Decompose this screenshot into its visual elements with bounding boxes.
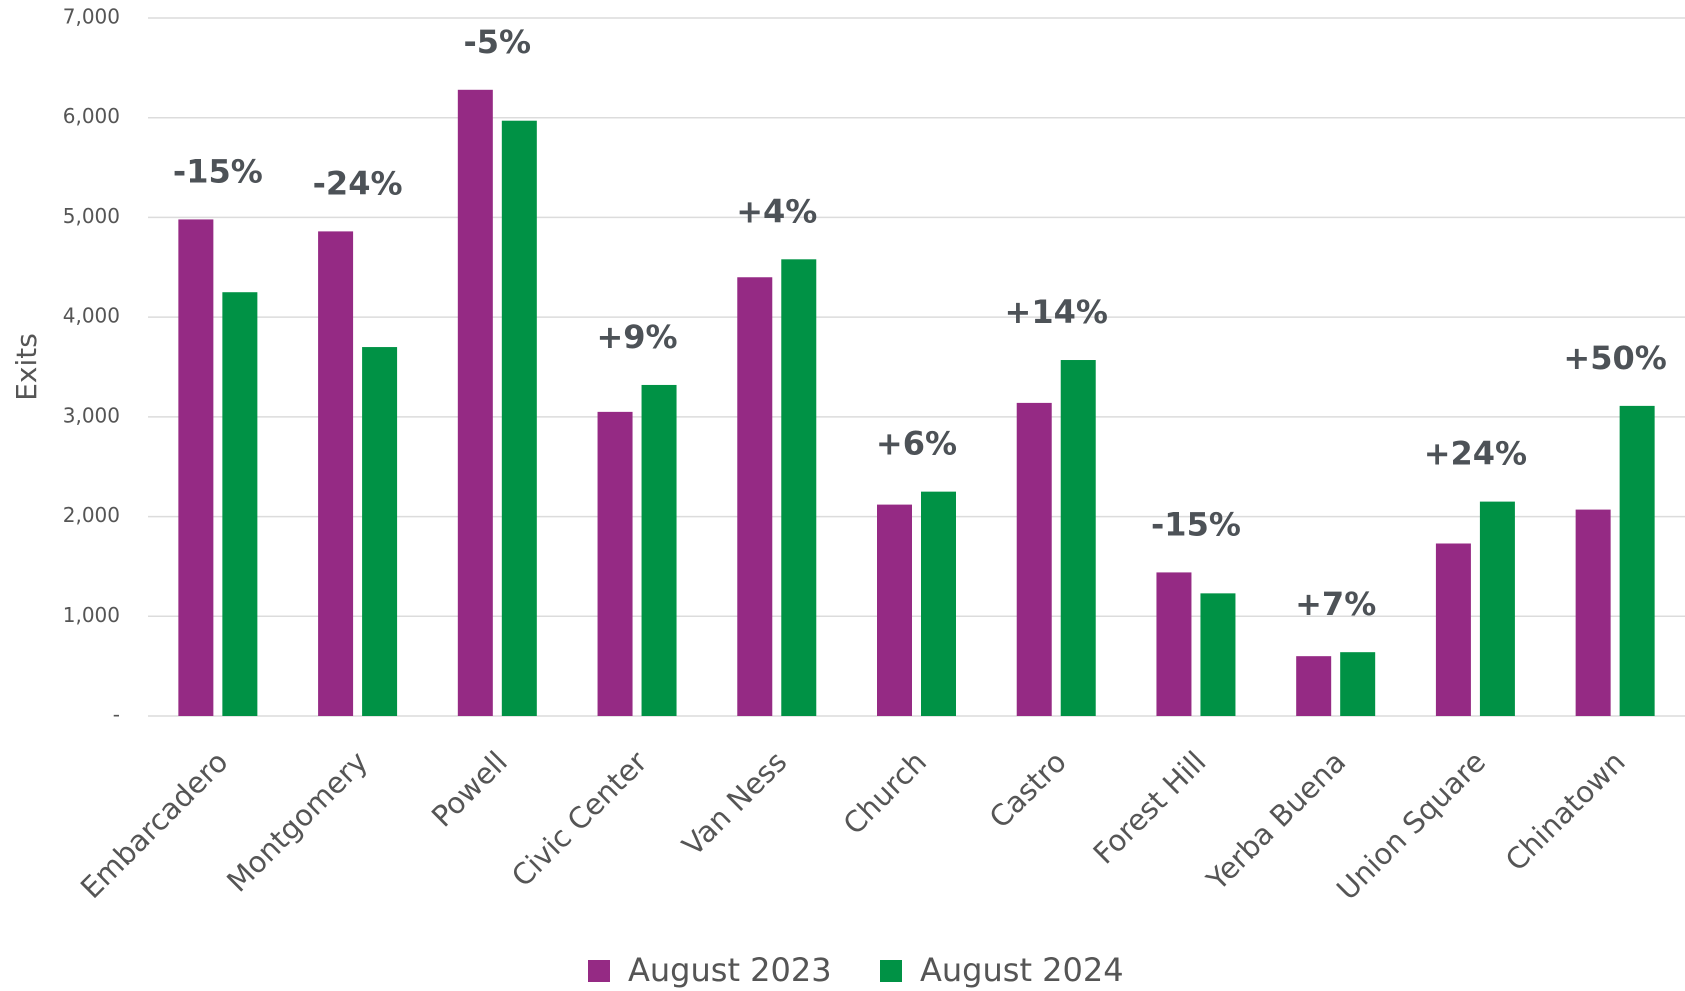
annotation: -24% [313,164,403,202]
bar [457,89,493,716]
annotation: +9% [596,318,677,356]
annotation: +6% [876,425,957,463]
bar [1296,656,1332,716]
y-tick-label: 3,000 [63,403,120,427]
y-tick-label: 2,000 [63,503,120,527]
y-tick-label: 5,000 [63,204,120,228]
annotation: +14% [1005,293,1108,331]
x-tick-label: Church [836,745,933,842]
bar [1156,572,1192,716]
bar [222,292,258,716]
bar [737,277,773,716]
annotation: -15% [173,152,263,190]
x-tick-label: Union Square [1330,745,1492,907]
x-tick-label: Montgomery [220,745,374,899]
bar [1200,593,1236,716]
annotation: +4% [736,192,817,230]
x-tick-label: Embarcadero [74,745,235,906]
y-axis-title: Exits [10,333,43,401]
bar [1016,402,1052,716]
y-tick-label: 6,000 [63,104,120,128]
bar [1340,652,1376,716]
y-tick-label: 7,000 [63,5,120,29]
legend-swatch [880,960,902,982]
x-tick-label: Civic Center [505,745,654,894]
annotation: +50% [1563,339,1666,377]
bar [1575,509,1611,716]
bar [597,411,633,716]
y-tick-label: 4,000 [63,304,120,328]
bar [178,219,214,716]
bar [318,231,354,717]
bar [1060,360,1096,716]
y-tick-label: 1,000 [63,603,120,627]
bar [641,384,677,716]
bar [781,259,817,716]
bar [362,347,398,716]
x-tick-label: Van Ness [675,745,793,863]
y-tick-label: - [113,703,120,727]
x-tick-label: Castro [983,745,1073,835]
bar [1479,501,1515,716]
bar [877,504,912,716]
bar [1435,543,1471,716]
annotation: -5% [464,23,532,61]
legend-label: August 2023 [628,951,832,989]
legend-label: August 2024 [920,951,1124,989]
x-tick-label: Chinatown [1499,745,1632,878]
annotation: +24% [1424,435,1527,473]
bar [921,491,956,716]
bar [1619,405,1655,716]
x-tick-label: Yerba Buena [1199,745,1352,898]
legend-swatch [588,960,610,982]
x-tick-label: Powell [425,745,514,834]
x-tick-label: Forest Hill [1087,745,1213,871]
annotation: +7% [1295,585,1376,623]
annotation: -15% [1151,505,1241,543]
bar [501,120,537,717]
